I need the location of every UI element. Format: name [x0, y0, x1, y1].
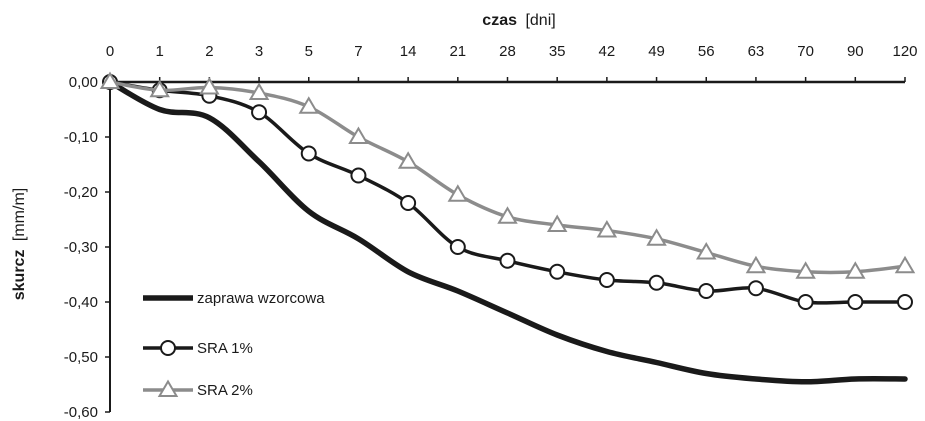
data-point	[600, 273, 614, 287]
data-point	[848, 295, 862, 309]
y-tick-label: -0,10	[64, 129, 98, 146]
svg-text:skurcz [mm/m]: skurcz [mm/m]	[11, 188, 28, 300]
x-tick-label: 7	[354, 43, 362, 60]
x-axis-title-unit: [dni]	[525, 12, 555, 29]
data-point	[898, 295, 912, 309]
legend-label: zaprawa wzorcowa	[197, 290, 325, 307]
y-tick-label: -0,30	[64, 239, 98, 256]
x-tick-label: 1	[156, 43, 164, 60]
legend-label: SRA 1%	[197, 340, 253, 357]
legend: zaprawa wzorcowa SRA 1% SRA 2%	[143, 290, 325, 399]
series-2	[103, 75, 912, 309]
data-point	[650, 276, 664, 290]
data-point	[451, 240, 465, 254]
legend-entry: SRA 2%	[143, 382, 253, 400]
series-line	[110, 82, 905, 382]
y-tick-labels: 0,00 -0,10 -0,20 -0,30 -0,40 -0,50 -0,60	[64, 74, 98, 421]
legend-marker	[161, 341, 175, 355]
data-point	[302, 147, 316, 161]
x-tick-label: 0	[106, 43, 114, 60]
x-axis-title-main: czas	[482, 12, 517, 29]
y-tick-label: 0,00	[69, 74, 98, 91]
y-tick-label: -0,50	[64, 349, 98, 366]
x-tick-label: 56	[698, 43, 715, 60]
legend-entry: SRA 1%	[143, 340, 253, 357]
legend-entry: zaprawa wzorcowa	[143, 290, 325, 307]
x-tick-labels: 0 1 2 3 5 7 14 21 28 35 42 49 56 63 70 90 120	[106, 43, 918, 60]
data-point	[749, 281, 763, 295]
data-point	[252, 105, 266, 119]
x-tick-label: 5	[305, 43, 313, 60]
x-tick-label: 14	[400, 43, 417, 60]
data-point	[550, 265, 564, 279]
x-tick-label: 70	[797, 43, 814, 60]
data-point	[449, 186, 466, 200]
x-tick-label: 28	[499, 43, 516, 60]
y-axis-title: skurcz [mm/m]	[11, 188, 28, 300]
series-3	[102, 74, 914, 278]
y-tick-label: -0,60	[64, 404, 98, 421]
y-tick-label: -0,40	[64, 294, 98, 311]
x-tick-label: 21	[449, 43, 466, 60]
x-tick-label: 42	[599, 43, 616, 60]
x-tick-label: 3	[255, 43, 263, 60]
data-point	[350, 129, 367, 143]
data-point	[401, 196, 415, 210]
y-axis-title-main: skurcz	[11, 250, 28, 301]
svg-text:czas [dni]: czas [dni]	[482, 12, 555, 29]
data-point	[799, 295, 813, 309]
series-line	[110, 82, 905, 272]
x-tick-label: 90	[847, 43, 864, 60]
data-point	[351, 169, 365, 183]
y-tick-label: -0,20	[64, 184, 98, 201]
x-tick-label: 120	[892, 43, 917, 60]
legend-label: SRA 2%	[197, 382, 253, 399]
series-1	[110, 82, 905, 382]
x-axis-title: czas [dni]	[482, 12, 555, 29]
x-tick-label: 49	[648, 43, 665, 60]
y-axis-title-unit: [mm/m]	[11, 188, 28, 241]
data-point	[699, 284, 713, 298]
data-point	[501, 254, 515, 268]
data-point	[897, 258, 914, 272]
x-tick-label: 35	[549, 43, 566, 60]
x-tick-label: 2	[205, 43, 213, 60]
series-layer	[102, 74, 914, 382]
x-tick-label: 63	[748, 43, 765, 60]
